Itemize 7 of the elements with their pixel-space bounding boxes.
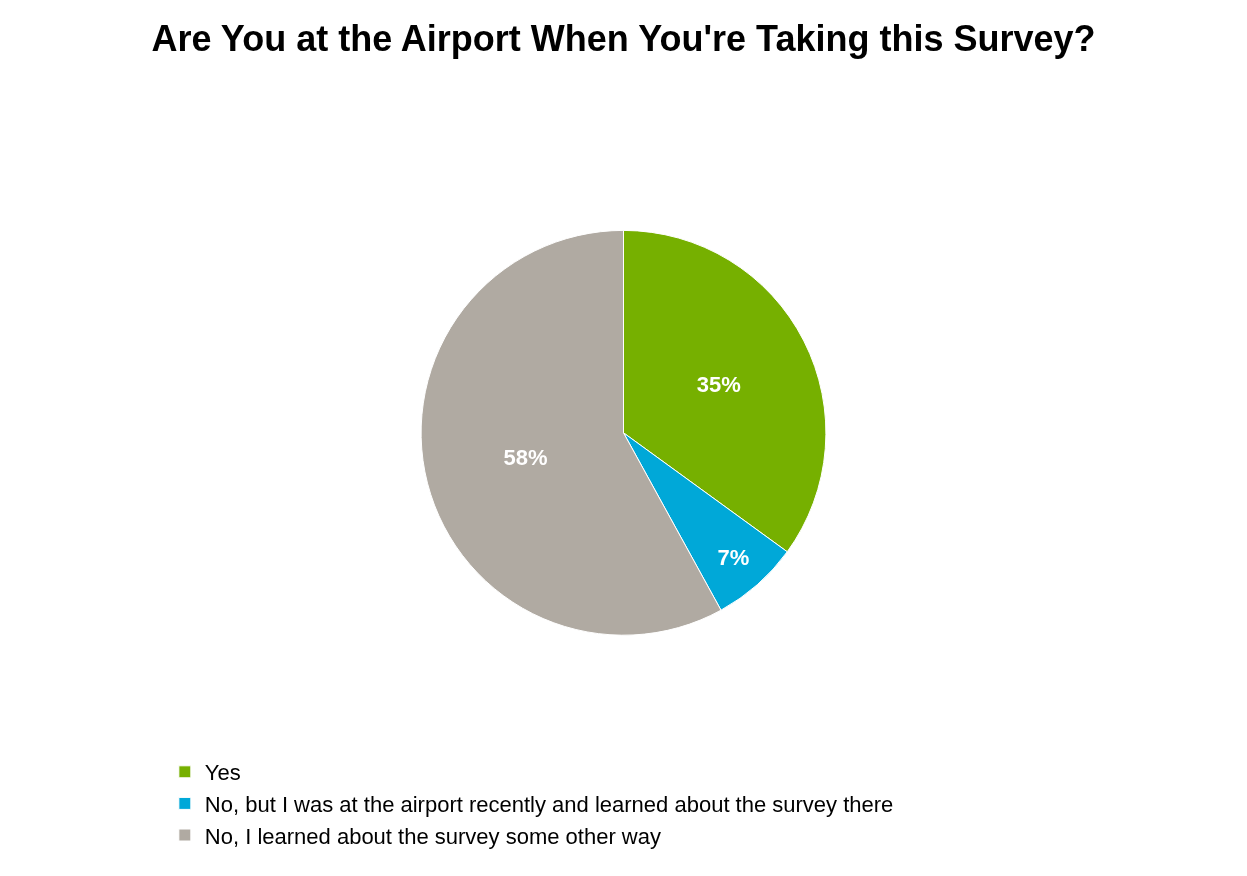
legend-label: No, but I was at the airport recently and learned about the survey there bbox=[204, 791, 894, 817]
data-label: 7% bbox=[717, 544, 750, 570]
chart-title: Are You at the Airport When You're Taking this Survey? bbox=[151, 18, 1096, 60]
legend-label: Yes bbox=[204, 760, 241, 786]
data-label: 58% bbox=[503, 445, 548, 471]
data-label: 35% bbox=[696, 371, 741, 397]
legend-label: No, I learned about the survey some other way bbox=[204, 823, 661, 849]
